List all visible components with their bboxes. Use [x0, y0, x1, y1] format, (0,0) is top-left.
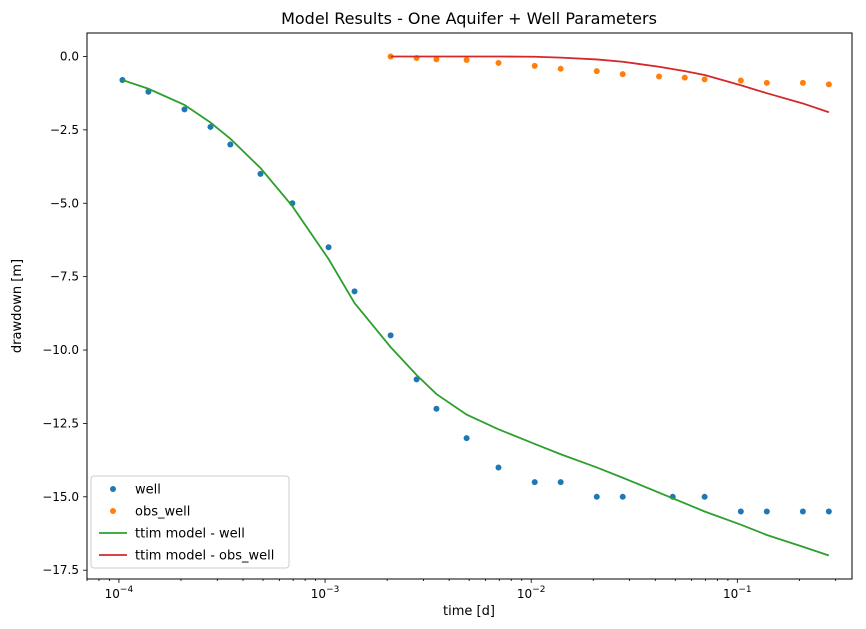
data-point-obs-well: [463, 57, 470, 64]
y-axis-ticks: 0.0 −2.5 −5.0 −7.5 −10.0 −12.5 −15.0 −17.5: [42, 49, 87, 577]
x-axis-label: time [d]: [443, 604, 495, 619]
data-point-well: [619, 493, 626, 500]
legend-swatch-obs-well: [110, 508, 116, 514]
data-point-obs-well: [433, 56, 440, 63]
y-axis-label: drawdown [m]: [10, 259, 25, 353]
y-tick-label: −7.5: [50, 270, 79, 284]
x-tick-label: 10−2: [517, 585, 546, 601]
data-point-well: [207, 123, 214, 130]
data-point-obs-well: [763, 79, 770, 86]
data-point-well: [737, 508, 744, 515]
legend-frame: [90, 475, 290, 569]
legend-label-ttim-model-obs-well: ttim model - obs_well: [135, 549, 274, 564]
data-point-well: [325, 244, 332, 251]
x-axis-ticks: 10−4 10−3 10−2 10−1: [86, 579, 837, 601]
data-point-well: [181, 106, 188, 113]
plot-frame: [86, 32, 853, 580]
data-point-obs-well: [593, 68, 600, 75]
y-tick-label: −5.0: [50, 196, 79, 210]
data-point-well: [557, 479, 564, 486]
data-point-well: [351, 288, 358, 295]
data-point-obs-well: [656, 73, 663, 80]
data-point-well: [257, 170, 264, 177]
plot-marks: [119, 53, 832, 557]
y-tick-label: −12.5: [42, 416, 79, 430]
data-point-well: [413, 376, 420, 383]
x-tick-label: 10−4: [105, 585, 134, 601]
y-tick-label: −15.0: [42, 490, 79, 504]
data-point-obs-well: [619, 71, 626, 78]
data-point-well: [763, 508, 770, 515]
data-point-well: [463, 435, 470, 442]
data-point-obs-well: [799, 79, 806, 86]
y-tick-label: 0.0: [60, 49, 79, 63]
data-point-well: [227, 141, 234, 148]
data-point-well: [799, 508, 806, 515]
data-point-well: [387, 332, 394, 339]
y-tick-label: −2.5: [50, 123, 79, 137]
series-line-ttim-model-obs-well: [390, 55, 830, 114]
data-point-obs-well: [701, 76, 708, 83]
data-point-obs-well: [495, 59, 502, 66]
data-point-well: [701, 493, 708, 500]
data-point-obs-well: [825, 81, 832, 88]
data-point-well: [825, 508, 832, 515]
legend-label-ttim-model-well: ttim model - well: [135, 527, 245, 542]
chart-title: Model Results - One Aquifer + Well Param…: [281, 9, 657, 28]
data-point-well: [495, 464, 502, 471]
data-point-obs-well: [737, 77, 744, 84]
legend-label-well: well: [135, 483, 161, 498]
x-tick-label: 10−3: [311, 585, 340, 601]
data-point-obs-well: [531, 62, 538, 69]
data-point-well: [433, 405, 440, 412]
series-line-ttim-model-well: [122, 79, 830, 557]
data-point-obs-well: [681, 74, 688, 81]
data-point-well: [593, 493, 600, 500]
x-tick-label: 10−1: [723, 585, 752, 601]
y-tick-label: −10.0: [42, 343, 79, 357]
y-tick-label: −17.5: [42, 563, 79, 577]
data-point-obs-well: [557, 65, 564, 72]
legend-swatch-well: [110, 486, 116, 492]
legend-label-obs-well: obs_well: [135, 505, 190, 520]
data-point-well: [531, 479, 538, 486]
